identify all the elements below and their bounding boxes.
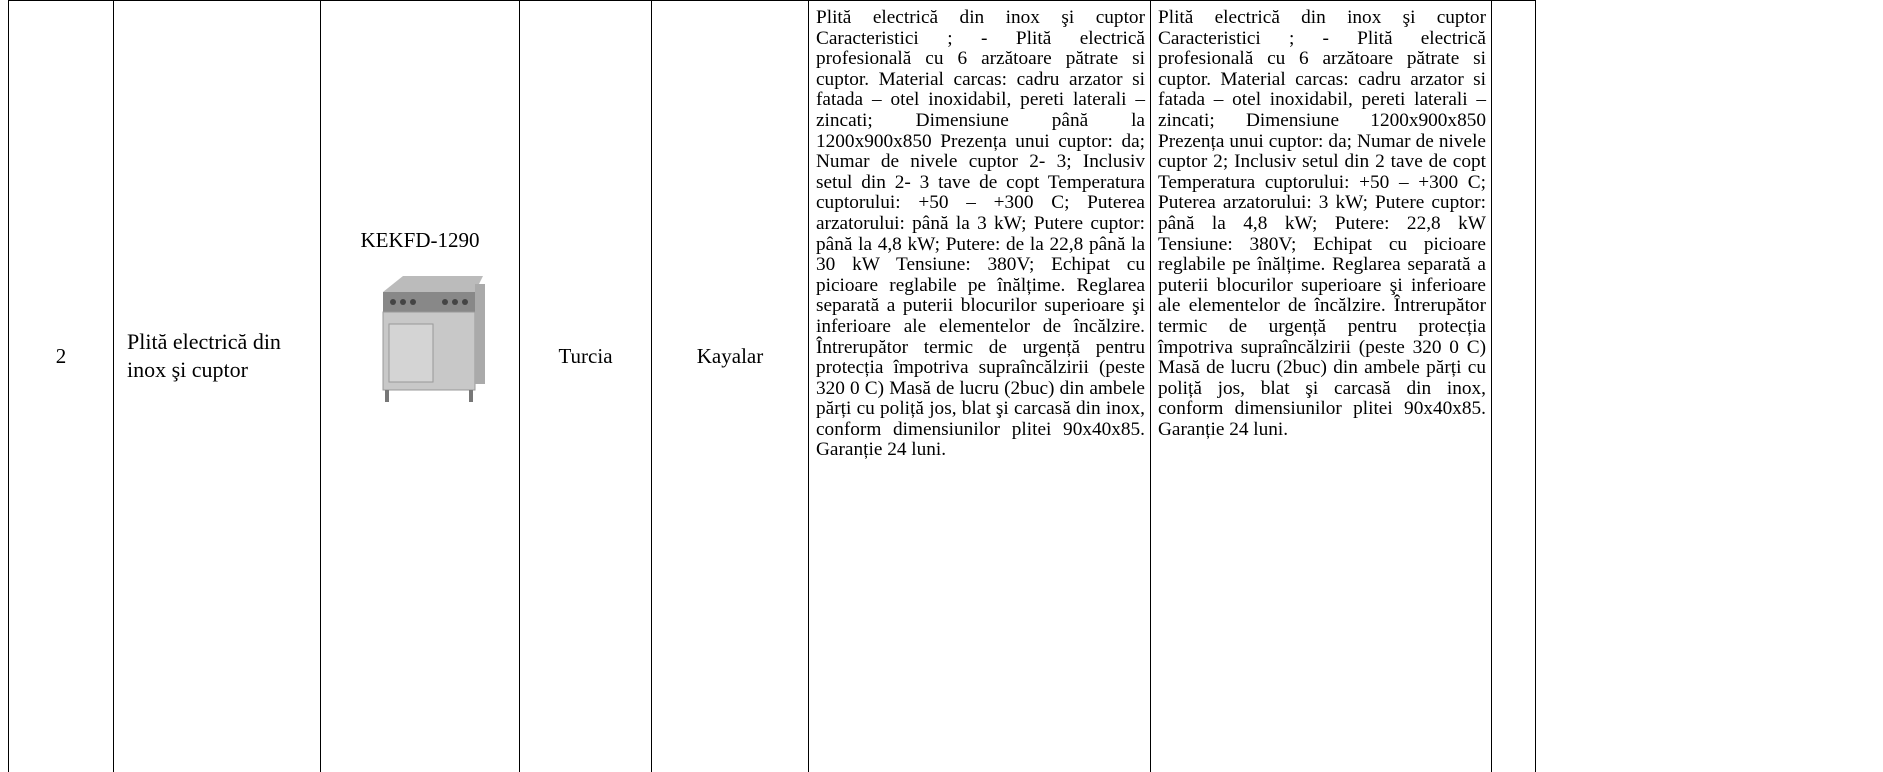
cell: Plită electrică din inox şi cuptor [113,0,320,772]
row-number: 2 [55,343,67,368]
product-name: Plită electrică din inox şi cuptor [127,329,281,382]
cell: KEKFD-1290 [320,0,519,772]
cell: Kayalar [651,0,808,772]
product-image [382,276,485,402]
cell: Turcia [519,0,651,772]
manufacturer: Kayalar [696,343,764,368]
cell: Plită electrică din inox şi cuptor Carac… [1150,0,1491,772]
cell [1491,0,1536,772]
offered-specs: Plită electrică din inox şi cuptor Carac… [1158,7,1486,440]
table-border [8,0,1536,1]
model: KEKFD-1290 [360,228,480,252]
cell: 2 [8,0,113,772]
required-specs: Plită electrică din inox şi cuptor Carac… [816,7,1145,461]
cell: Plită electrică din inox şi cuptor Carac… [808,0,1150,772]
country: Turcia [558,343,613,368]
